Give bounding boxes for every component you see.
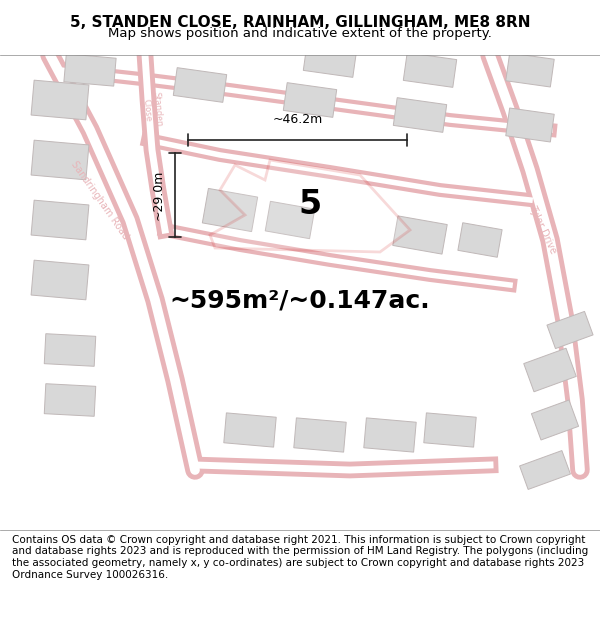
Text: 5: 5 xyxy=(298,189,322,221)
Polygon shape xyxy=(31,200,89,240)
Polygon shape xyxy=(532,400,578,440)
Text: 5, STANDEN CLOSE, RAINHAM, GILLINGHAM, ME8 8RN: 5, STANDEN CLOSE, RAINHAM, GILLINGHAM, M… xyxy=(70,16,530,31)
Polygon shape xyxy=(303,42,357,78)
Text: Standen
Close: Standen Close xyxy=(141,92,163,128)
Polygon shape xyxy=(424,413,476,447)
Polygon shape xyxy=(520,451,571,489)
Polygon shape xyxy=(202,188,257,232)
Polygon shape xyxy=(524,348,576,392)
Polygon shape xyxy=(31,80,89,120)
Polygon shape xyxy=(64,54,116,86)
Polygon shape xyxy=(294,418,346,452)
Text: Map shows position and indicative extent of the property.: Map shows position and indicative extent… xyxy=(108,27,492,39)
Polygon shape xyxy=(458,222,502,258)
Polygon shape xyxy=(265,201,315,239)
Polygon shape xyxy=(173,68,227,102)
Text: Contains OS data © Crown copyright and database right 2021. This information is : Contains OS data © Crown copyright and d… xyxy=(12,535,588,579)
Polygon shape xyxy=(283,82,337,118)
Polygon shape xyxy=(224,413,276,447)
Text: ~46.2m: ~46.2m xyxy=(272,113,323,126)
Polygon shape xyxy=(210,160,410,252)
Text: ~29.0m: ~29.0m xyxy=(152,170,165,220)
Polygon shape xyxy=(547,311,593,349)
Text: ~595m²/~0.147ac.: ~595m²/~0.147ac. xyxy=(170,288,430,312)
Polygon shape xyxy=(403,52,457,88)
Polygon shape xyxy=(44,384,96,416)
Polygon shape xyxy=(393,216,447,254)
Polygon shape xyxy=(31,140,89,180)
Text: Tyler Drive: Tyler Drive xyxy=(527,204,559,256)
Polygon shape xyxy=(31,260,89,300)
Polygon shape xyxy=(364,418,416,452)
Polygon shape xyxy=(44,334,96,366)
Polygon shape xyxy=(506,108,554,142)
Polygon shape xyxy=(506,53,554,87)
Text: Sandringham Road: Sandringham Road xyxy=(69,159,131,241)
Polygon shape xyxy=(393,98,447,132)
